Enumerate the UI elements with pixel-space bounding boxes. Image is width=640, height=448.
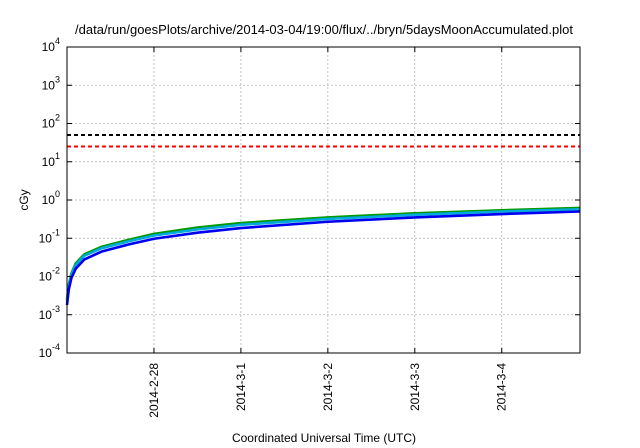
x-tick-label: 2014-2-28 [147,363,161,418]
y-tick-label: 102 [42,113,60,131]
y-tick-exponent: 4 [55,36,60,46]
y-tick-base: 10 [42,193,56,207]
y-tick-base: 10 [42,40,56,54]
x-axis-label: Coordinated Universal Time (UTC) [232,431,416,445]
y-tick-exponent: -3 [52,304,60,314]
y-tick-label: 10-3 [39,304,60,322]
x-tick-label: 2014-3-4 [495,363,509,411]
y-tick-base: 10 [42,155,56,169]
series-lines [65,206,581,306]
y-tick-exponent: 0 [55,189,60,199]
y-tick-base: 10 [39,308,53,322]
x-axis: 2014-2-28 2014-3-1 2014-3-2 2014-3-3 2014-3-… [147,47,509,418]
y-tick-exponent: -2 [52,266,60,276]
y-tick-exponent: -1 [52,227,60,237]
series-line [65,208,581,302]
y-tick-label: 101 [42,151,60,169]
y-tick-base: 10 [42,78,56,92]
x-tick-label: 2014-3-2 [321,363,335,411]
threshold-lines [67,134,580,148]
y-tick-exponent: -4 [52,342,60,352]
y-tick-exponent: 1 [55,151,60,161]
series-line [65,210,581,306]
y-axis-label: cGy [17,189,31,210]
y-tick-base: 10 [42,117,56,131]
y-tick-base: 10 [39,231,53,245]
y-tick-label: 10-2 [39,266,60,284]
x-tick-label: 2014-3-1 [234,363,248,411]
y-tick-label: 100 [42,189,60,207]
y-tick-base: 10 [39,270,53,284]
y-tick-exponent: 3 [55,74,60,84]
y-tick-label: 103 [42,74,60,92]
y-tick-exponent: 2 [55,113,60,123]
y-tick-base: 10 [39,346,53,360]
y-tick-label: 10-1 [39,227,60,245]
chart-title: /data/run/goesPlots/archive/2014-03-04/1… [75,22,573,37]
y-tick-label: 104 [42,36,60,54]
y-tick-label: 10-4 [39,342,60,360]
grid [67,47,580,353]
x-tick-label: 2014-3-3 [408,363,422,411]
